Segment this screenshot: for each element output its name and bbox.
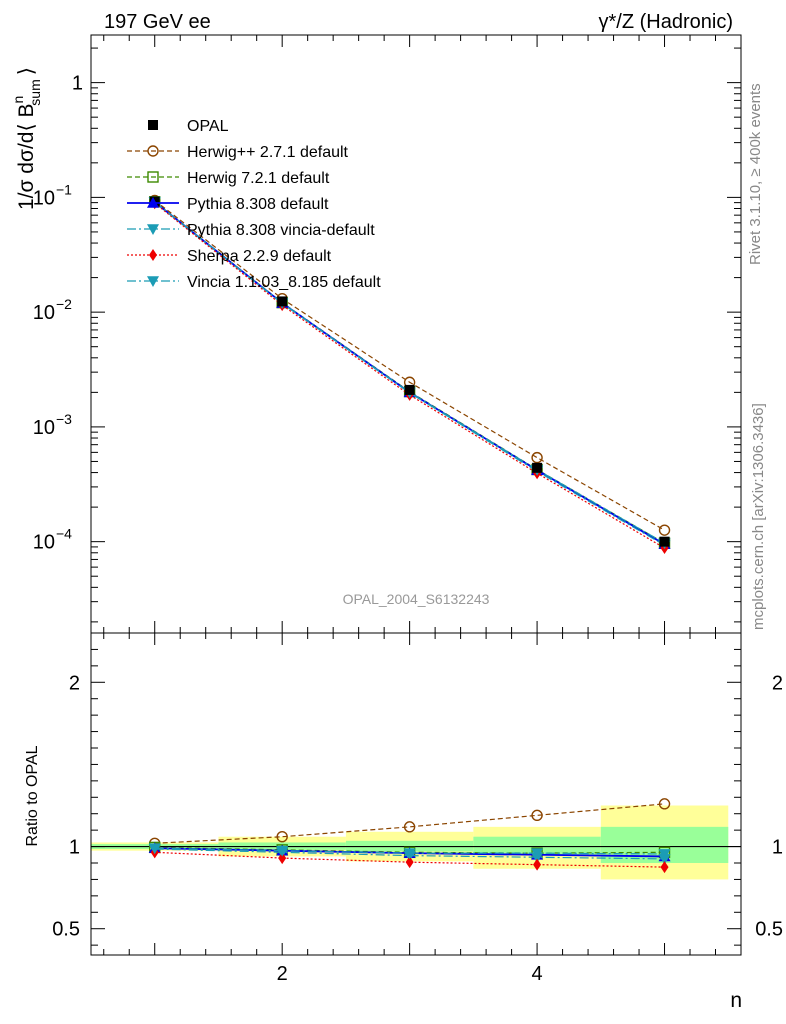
series-marker	[531, 451, 543, 464]
ratio-series-marker	[533, 858, 542, 871]
ratio-series-marker	[403, 848, 416, 860]
main-y-tick-label: 10	[33, 532, 55, 554]
ratio-y-tick-label-right: 1	[772, 837, 783, 859]
data-point	[277, 296, 288, 307]
legend-marker	[148, 120, 158, 130]
main-y-tick-exponent: −4	[56, 526, 72, 542]
main-ylabel-sup: n	[10, 96, 26, 104]
series-marker	[658, 524, 671, 536]
ratio-series-marker	[148, 843, 161, 855]
ratio-series-line	[154, 803, 665, 844]
legend-label: Pythia 8.308 vincia-default	[187, 222, 375, 239]
ratio-y-tick-label: 1	[69, 837, 80, 859]
main-y-tick-label: 1	[72, 73, 83, 95]
ratio-series-marker	[276, 831, 288, 843]
main-ylabel-sub: sum	[27, 79, 43, 105]
legend-label: Vincia 1.1.03_8.185 default	[187, 274, 381, 291]
ratio-y-tick-label-right: 0.5	[755, 919, 783, 941]
ratio-series-marker	[531, 809, 543, 822]
legend-label: Herwig 7.2.1 default	[187, 170, 330, 187]
legend-marker	[147, 224, 159, 235]
ratio-y-tick-label: 0.5	[52, 919, 80, 941]
legend-marker	[147, 171, 159, 183]
data-point	[532, 462, 543, 473]
ratio-y-tick-label-right: 2	[772, 672, 783, 694]
ratio-series-layer	[148, 798, 671, 874]
data-point	[404, 384, 415, 395]
x-tick-label: 4	[532, 963, 543, 985]
ratio-series-line	[154, 851, 665, 868]
ratio-ylabel: Ratio to OPAL	[24, 745, 41, 846]
legend-marker	[149, 249, 157, 261]
legend: OPAL Herwig++ 2.7.1 default Herwig 7.2.1 d…	[127, 118, 381, 291]
ratio-series-marker	[658, 849, 671, 860]
legend-label: Herwig++ 2.7.1 default	[187, 144, 349, 161]
ratio-series-marker	[660, 861, 669, 874]
ratio-series-marker	[405, 856, 414, 869]
main-ylabel-close: ⟩	[15, 67, 38, 75]
x-tick-label: 2	[277, 963, 288, 985]
ratio-series-marker	[658, 798, 671, 810]
main-ylabel-text: 1/σ dσ/d⟨ B	[15, 104, 38, 211]
ratio-series-marker	[403, 821, 416, 833]
ratio-plot-frame	[90, 632, 742, 956]
header-process-label: γ*/Z (Hadronic)	[599, 11, 733, 33]
stat-uncertainty-band	[473, 836, 601, 855]
legend-marker	[147, 276, 159, 287]
ratio-series-marker	[276, 845, 289, 857]
ratio-series-marker	[278, 852, 287, 865]
main-y-tick-label: 10	[33, 302, 55, 324]
data-point	[659, 536, 670, 547]
legend-label: Sherpa 2.2.9 default	[187, 248, 332, 265]
legend-marker	[147, 145, 159, 157]
x-axis-label: n	[730, 989, 742, 1012]
legend-label: Pythia 8.308 default	[187, 196, 329, 213]
ratio-uncertainty-bands	[91, 805, 741, 880]
analysis-watermark: OPAL_2004_S6132243	[343, 591, 490, 607]
rivet-version-label: Rivet 3.1.10, ≥ 400k events	[747, 83, 764, 265]
main-y-tick-exponent: −3	[56, 411, 72, 427]
series-line	[154, 199, 665, 531]
main-ylabel: 1/σ dσ/d⟨ Bnsum ⟩	[10, 67, 43, 210]
legend-label: OPAL	[187, 118, 229, 135]
main-y-tick-label: 10	[33, 417, 55, 439]
legend-marker	[147, 197, 159, 208]
ratio-y-tick-label: 2	[69, 672, 80, 694]
main-y-tick-label: 10	[33, 187, 55, 209]
main-y-tick-exponent: −1	[56, 181, 72, 197]
ratio-series-marker	[531, 848, 544, 860]
series-line	[154, 202, 665, 549]
mcplots-label: mcplots.cern.ch [arXiv:1306.3436]	[750, 403, 767, 630]
main-y-tick-exponent: −2	[56, 296, 72, 312]
header-energy-label: 197 GeV ee	[104, 11, 211, 33]
